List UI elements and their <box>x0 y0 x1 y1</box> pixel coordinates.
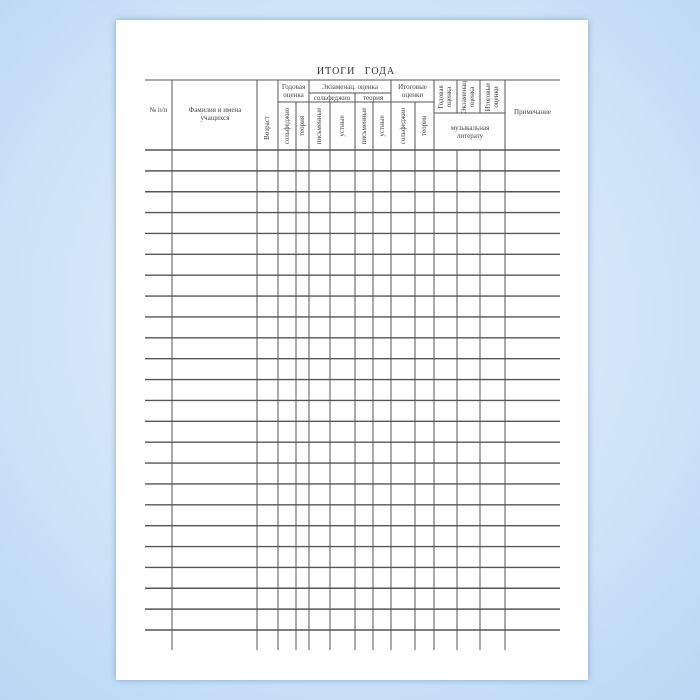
header-annual-theory: теория <box>298 115 306 137</box>
header-annual: Годовая оценка <box>281 83 306 99</box>
header-exam-solfeggio: сольфеджио <box>313 94 351 102</box>
header-music-literature: музыкальная литерату <box>450 124 490 140</box>
header-name: Фамилия и имена учащихся <box>188 106 242 122</box>
header-ml-exam: Экзаменац. оценка <box>460 79 476 113</box>
page-title: ИТОГИ ГОДА <box>316 66 396 77</box>
header-exam-theory-oral: устные <box>378 115 386 137</box>
header-exam-theory: теория <box>362 94 384 102</box>
header-exam: Экзаменац. оценка <box>322 83 378 91</box>
header-final: Итоговые оценки <box>398 83 427 99</box>
header-final-solfeggio: сольфеджио <box>399 107 407 145</box>
header-number: № п/п <box>149 106 168 114</box>
header-final-theory: теория <box>420 115 428 137</box>
header-exam-solf-written: письменные <box>315 107 323 145</box>
header-ml-final: Итоговые оценки <box>484 82 500 112</box>
header-annual-solfeggio: сольфеджио <box>283 107 291 145</box>
header-exam-theory-written: письменные <box>360 107 368 145</box>
document-page <box>116 20 588 680</box>
header-exam-solf-oral: устные <box>338 115 346 137</box>
header-ml-annual: Годовая оценка <box>437 85 453 109</box>
header-age: Возраст <box>263 116 271 140</box>
header-note: Примечание <box>514 108 551 116</box>
